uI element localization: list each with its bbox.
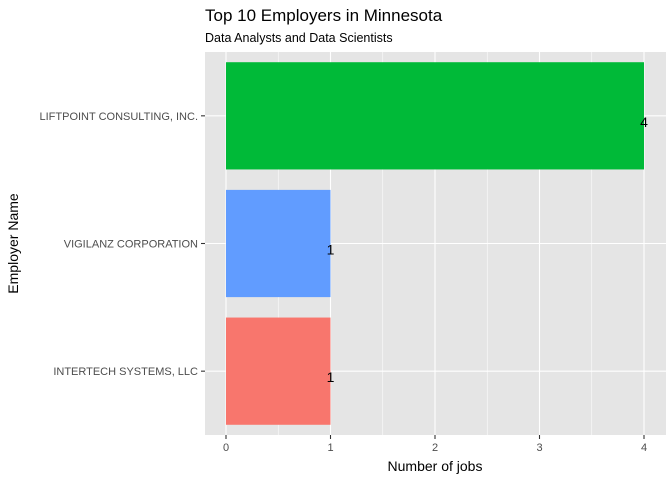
- x-axis-title: Number of jobs: [388, 458, 483, 474]
- data-label: 4: [640, 114, 648, 130]
- x-tick-label: 0: [223, 442, 229, 454]
- y-tick-label: INTERTECH SYSTEMS, LLC: [53, 366, 198, 378]
- y-axis-ticks: INTERTECH SYSTEMS, LLC VIGILANZ CORPORATI…: [40, 111, 205, 378]
- x-tick-label: 2: [432, 442, 438, 454]
- x-tick-label: 4: [641, 442, 647, 454]
- x-tick-label: 1: [327, 442, 333, 454]
- data-label: 1: [327, 242, 335, 258]
- x-tick-label: 3: [536, 442, 542, 454]
- bar: [226, 189, 331, 298]
- x-axis-ticks: 0 1 2 3 4: [223, 435, 647, 454]
- bar: [226, 62, 644, 170]
- y-axis-title: Employer Name: [5, 193, 21, 294]
- chart-subtitle: Data Analysts and Data Scientists: [205, 31, 393, 45]
- data-label: 1: [327, 369, 335, 385]
- y-tick-label: VIGILANZ CORPORATION: [64, 239, 198, 251]
- chart-title: Top 10 Employers in Minnesota: [205, 6, 443, 25]
- bars: [226, 62, 644, 425]
- bar: [226, 317, 331, 425]
- data-labels: 1 1 4: [327, 114, 649, 385]
- y-tick-label: LIFTPOINT CONSULTING, INC.: [40, 111, 199, 123]
